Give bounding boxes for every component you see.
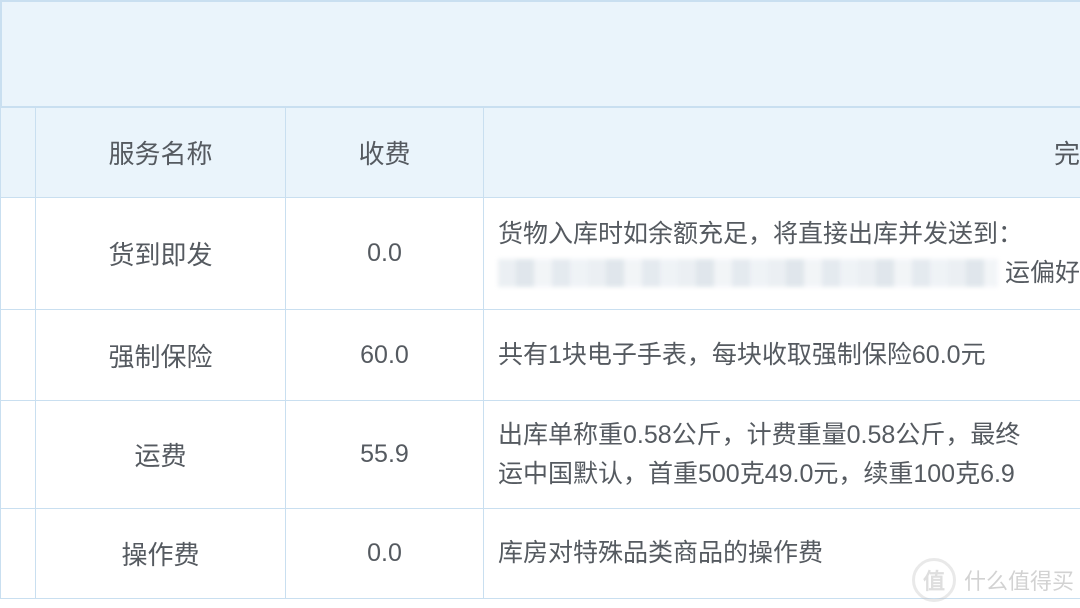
desc-cell: 共有1块电子手表，每块收取强制保险60.0元 [484,310,1080,401]
watermark: 值 什么值得买 [912,558,1074,602]
row-leading-cell [1,401,36,509]
table-caption-band [0,0,1080,107]
header-service-name: 服务名称 [36,108,286,198]
header-desc: 完 [484,108,1080,198]
watermark-text: 什么值得买 [964,564,1074,596]
table-row: 强制保险 60.0 共有1块电子手表，每块收取强制保险60.0元 [1,310,1080,401]
redacted-region [498,259,998,287]
desc-line: 运中国默认，首重500克49.0元，续重100克6.9 [498,460,1015,488]
row-leading-cell [1,198,36,310]
header-fee: 收费 [286,108,484,198]
fee-cell: 0.0 [286,198,484,310]
service-name-cell: 强制保险 [36,310,286,401]
desc-line: 货物入库时如余额充足，将直接出库并发送到： [498,220,1023,248]
desc-line: 出库单称重0.58公斤，计费重量0.58公斤，最终 [498,421,1020,449]
service-name-cell: 操作费 [36,509,286,599]
service-name-cell: 运费 [36,401,286,509]
header-blank [1,108,36,198]
fee-cell: 60.0 [286,310,484,401]
header-desc-text: 完 [1054,139,1080,169]
watermark-badge-icon: 值 [912,558,956,602]
table-row: 运费 55.9 出库单称重0.58公斤，计费重量0.58公斤，最终 运中国默认，… [1,401,1080,509]
fee-cell: 55.9 [286,401,484,509]
fees-table: 服务名称 收费 完 货到即发 0.0 货物入库时如余额充足，将直接出库并发送到：… [0,107,1080,599]
page-root: 服务名称 收费 完 货到即发 0.0 货物入库时如余额充足，将直接出库并发送到：… [0,0,1080,608]
row-leading-cell [1,310,36,401]
fee-cell: 0.0 [286,509,484,599]
table-header-row: 服务名称 收费 完 [1,108,1080,198]
desc-cell: 货物入库时如余额充足，将直接出库并发送到： 运偏好为转运 [484,198,1080,310]
table-row: 货到即发 0.0 货物入库时如余额充足，将直接出库并发送到： 运偏好为转运 [1,198,1080,310]
row-leading-cell [1,509,36,599]
desc-cell: 出库单称重0.58公斤，计费重量0.58公斤，最终 运中国默认，首重500克49… [484,401,1080,509]
desc-tail: 运偏好为转运 [1005,259,1080,287]
service-name-cell: 货到即发 [36,198,286,310]
